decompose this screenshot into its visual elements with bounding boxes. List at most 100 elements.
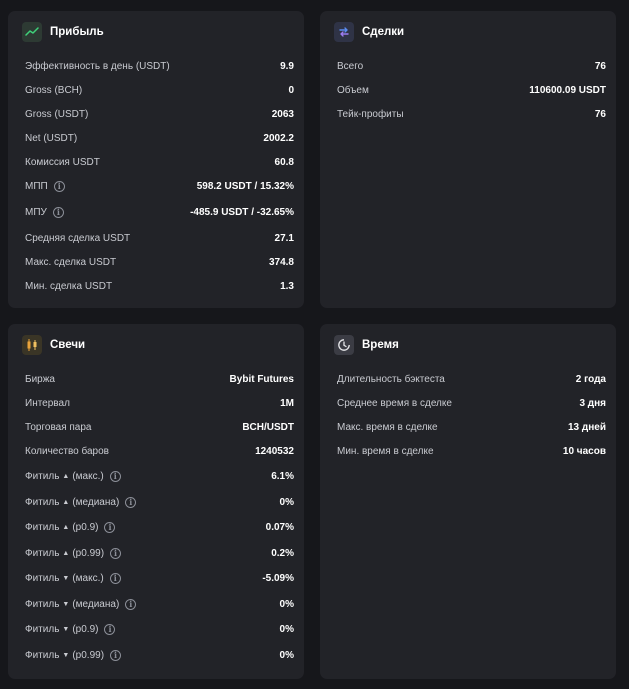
info-icon[interactable]: i: [52, 206, 64, 218]
info-icon[interactable]: i: [125, 598, 137, 610]
candles-row-label: Торговая пара: [25, 422, 92, 433]
candles-row: Фитиль ▲ (p0.99) i 0.2%: [25, 545, 294, 561]
candles-row-label: Интервал: [25, 398, 70, 409]
candles-row-value: 0.2%: [271, 547, 294, 559]
info-icon[interactable]: i: [104, 521, 116, 533]
candles-row: Интервал 1M: [25, 395, 294, 411]
row-label-suffix: (медиана): [72, 598, 120, 610]
candles-card-header: Свечи: [22, 334, 85, 356]
profit-row-value: -485.9 USDT / -32.65%: [190, 206, 294, 218]
info-icon[interactable]: i: [110, 649, 122, 661]
info-icon[interactable]: i: [104, 623, 116, 635]
candles-row: Фитиль ▼ (макс.) i -5.09%: [25, 570, 294, 586]
profit-row-value: 2002.2: [263, 132, 294, 144]
arrow-down-icon: ▼: [62, 625, 70, 633]
row-label-text: Мин. время в сделке: [337, 445, 434, 457]
info-icon[interactable]: i: [110, 547, 122, 559]
profit-row-value: 0: [288, 84, 294, 96]
profit-row-label: Net (USDT): [25, 133, 77, 144]
row-label-text: Фитиль: [25, 623, 60, 635]
row-label-text: Средняя сделка USDT: [25, 232, 131, 244]
time-card-title: Время: [362, 339, 399, 351]
time-row: Длительность бэктеста 2 года: [337, 371, 606, 387]
row-label-text: Мин. сделка USDT: [25, 280, 113, 292]
row-label-text: МПУ: [25, 206, 47, 218]
deals-row-label: Объем: [337, 85, 369, 96]
candles-row-value: Bybit Futures: [229, 373, 294, 385]
row-label-text: Количество баров: [25, 445, 109, 457]
profit-card-title: Прибыль: [50, 26, 104, 38]
profit-row-value: 1.3: [280, 280, 294, 292]
arrow-down-icon: ▼: [62, 600, 70, 608]
profit-row-value: 60.8: [274, 156, 294, 168]
profit-row: Средняя сделка USDT 27.1: [25, 230, 294, 246]
profit-row: Gross (BCH) 0: [25, 82, 294, 98]
deals-row-label: Всего: [337, 61, 363, 72]
arrow-up-icon: ▲: [62, 498, 70, 506]
profit-row: Макс. сделка USDT 374.8: [25, 254, 294, 270]
candles-row: Фитиль ▲ (p0.9) i 0.07%: [25, 519, 294, 535]
candles-row: Количество баров 1240532: [25, 443, 294, 459]
row-label-text: Комиссия USDT: [25, 156, 100, 168]
candles-row-label: Фитиль ▲ (медиана) i: [25, 496, 137, 508]
row-label-text: Фитиль: [25, 598, 60, 610]
row-label-suffix: (макс.): [72, 470, 104, 482]
row-label-text: Всего: [337, 60, 364, 72]
time-row-label: Макс. время в сделке: [337, 422, 438, 433]
info-icon[interactable]: i: [109, 572, 121, 584]
profit-row-label: Мин. сделка USDT: [25, 281, 112, 292]
candles-row: Торговая пара BCH/USDT: [25, 419, 294, 435]
deals-row-label: Тейк-профиты: [337, 109, 404, 120]
profit-row: Эффективность в день (USDT) 9.9: [25, 58, 294, 74]
candles-row-value: 1M: [280, 397, 294, 409]
profit-row-label: МПП i: [25, 180, 65, 192]
candles-row-value: -5.09%: [262, 572, 294, 584]
time-row: Мин. время в сделке 10 часов: [337, 443, 606, 459]
row-label-text: Интервал: [25, 397, 70, 409]
arrow-down-icon: ▼: [62, 574, 70, 582]
candles-row: Фитиль ▲ (макс.) i 6.1%: [25, 468, 294, 484]
candles-row-value: 0%: [279, 496, 294, 508]
profit-row: МПП i 598.2 USDT / 15.32%: [25, 178, 294, 194]
row-label-text: Gross (USDT): [25, 108, 89, 120]
profit-row-value: 9.9: [280, 60, 294, 72]
profit-row: Gross (USDT) 2063: [25, 106, 294, 122]
candles-row: Биржа Bybit Futures: [25, 371, 294, 387]
time-row-value: 10 часов: [562, 445, 606, 457]
deals-row: Тейк-профиты 76: [337, 106, 606, 122]
info-icon[interactable]: i: [109, 470, 121, 482]
time-row-label: Длительность бэктеста: [337, 374, 445, 385]
row-label-suffix: (макс.): [72, 572, 104, 584]
candles-card-title: Свечи: [50, 339, 86, 351]
row-label-text: Биржа: [25, 373, 55, 385]
candlestick-icon: [22, 335, 42, 355]
swap-arrows-icon: [334, 22, 354, 42]
row-label-suffix: (p0.9): [72, 521, 99, 533]
profit-row-value: 27.1: [274, 232, 294, 244]
time-row-label: Среднее время в сделке: [337, 398, 452, 409]
candles-row-value: 0.07%: [265, 521, 294, 533]
row-label-suffix: (p0.9): [72, 623, 99, 635]
profit-row-label: Средняя сделка USDT: [25, 233, 130, 244]
profit-row-value: 598.2 USDT / 15.32%: [196, 180, 294, 192]
profit-card: Прибыль Эффективность в день (USDT) 9.9 Gr…: [8, 11, 304, 308]
candles-row-value: 0%: [279, 623, 294, 635]
deals-card-header: Сделки: [334, 21, 404, 43]
info-icon[interactable]: i: [125, 496, 137, 508]
time-row-value: 13 дней: [568, 421, 606, 433]
candles-row: Фитиль ▼ (p0.99) i 0%: [25, 647, 294, 663]
candles-row: Фитиль ▲ (медиана) i 0%: [25, 494, 294, 510]
candles-row-value: 0%: [279, 598, 294, 610]
profit-row: Net (USDT) 2002.2: [25, 130, 294, 146]
profit-row-label: МПУ i: [25, 206, 64, 218]
time-card: Время Длительность бэктеста 2 года Среднее…: [320, 324, 616, 679]
deals-row-value: 76: [594, 108, 606, 120]
clock-icon: [334, 335, 354, 355]
profit-row-value: 374.8: [268, 256, 294, 268]
row-label-text: Фитиль: [25, 547, 60, 559]
candles-row-label: Фитиль ▲ (p0.9) i: [25, 521, 116, 533]
row-label-text: Фитиль: [25, 572, 60, 584]
candles-row: Фитиль ▼ (p0.9) i 0%: [25, 621, 294, 637]
info-icon[interactable]: i: [53, 180, 65, 192]
profit-row: МПУ i -485.9 USDT / -32.65%: [25, 204, 294, 220]
